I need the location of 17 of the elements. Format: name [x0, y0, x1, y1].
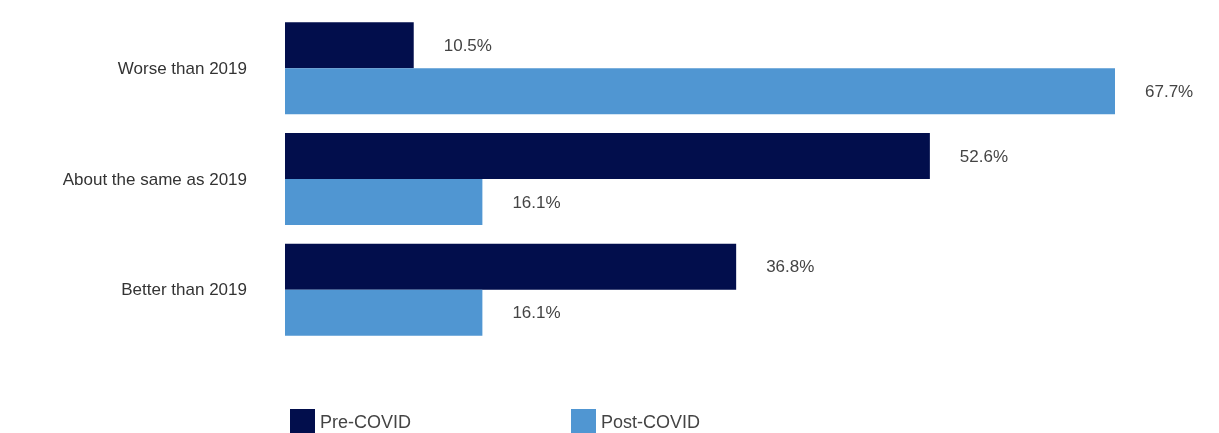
bar: [285, 22, 414, 69]
bar: [285, 289, 483, 336]
bar: [285, 133, 930, 179]
legend-label: Post-COVID: [601, 411, 701, 432]
data-label: 67.7%: [1145, 81, 1194, 101]
bar: [285, 243, 737, 290]
data-label: 36.8%: [766, 257, 815, 277]
data-label: 16.1%: [512, 303, 561, 323]
data-label: 16.1%: [512, 192, 561, 212]
y-tick-label: About the same as 2019: [62, 169, 247, 189]
y-tick-label: Better than 2019: [121, 280, 247, 300]
legend-label: Pre-COVID: [320, 411, 412, 432]
data-label: 52.6%: [959, 146, 1009, 166]
bar: [285, 179, 483, 225]
y-tick-label: Worse than 2019: [117, 58, 247, 78]
bar: [285, 68, 1115, 115]
data-label: 10.5%: [443, 35, 492, 55]
